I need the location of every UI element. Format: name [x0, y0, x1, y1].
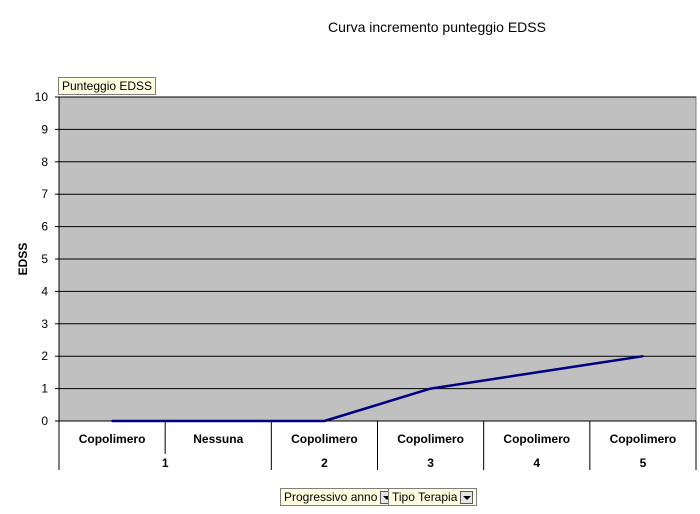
category-label: Copolimero [610, 432, 677, 446]
y-tick-label: 10 [35, 90, 49, 104]
y-tick-label: 4 [41, 284, 48, 298]
plot-area: 0 1 2 3 4 5 6 7 8 9 10 Copolimero Nessuna Copolimero C… [35, 90, 697, 470]
y-tick-label: 5 [41, 252, 48, 266]
y-tick-label: 2 [41, 349, 48, 363]
data-point [323, 420, 326, 422]
row-field-year-label: Progressivo anno [284, 490, 378, 504]
category-label: Copolimero [503, 432, 570, 446]
category-label: Copolimero [291, 432, 358, 446]
row-field-year-button[interactable]: Progressivo anno [280, 488, 398, 506]
dropdown-arrow-icon[interactable] [460, 490, 474, 504]
row-field-therapy-button[interactable]: Tipo Terapia [388, 488, 478, 506]
group-label: 2 [321, 456, 328, 470]
y-tick-label: 8 [41, 155, 48, 169]
data-point [111, 420, 114, 422]
y-tick-label: 0 [41, 414, 48, 428]
category-label: Nessuna [193, 432, 243, 446]
y-axis-title: EDSS [16, 243, 30, 276]
chart-title: Curva incremento punteggio EDSS [328, 19, 546, 35]
data-field-button[interactable]: Punteggio EDSS [58, 77, 157, 95]
category-label: Copolimero [79, 432, 146, 446]
y-tick-label: 7 [41, 187, 48, 201]
data-point [217, 420, 220, 422]
category-label: Copolimero [397, 432, 464, 446]
y-tick-label: 9 [41, 122, 48, 136]
y-tick-label: 6 [41, 220, 48, 234]
y-tick-label: 1 [41, 382, 48, 396]
data-point [535, 371, 538, 374]
group-label: 4 [533, 456, 540, 470]
series-line [112, 354, 644, 423]
row-field-therapy-label: Tipo Terapia [392, 490, 458, 504]
group-label: 3 [427, 456, 434, 470]
data-field-label: Punteggio EDSS [62, 79, 153, 93]
group-label: 5 [640, 456, 647, 470]
group-label: 1 [162, 456, 169, 470]
data-point [429, 387, 432, 390]
data-point [641, 355, 644, 358]
y-tick-label: 3 [41, 317, 48, 331]
